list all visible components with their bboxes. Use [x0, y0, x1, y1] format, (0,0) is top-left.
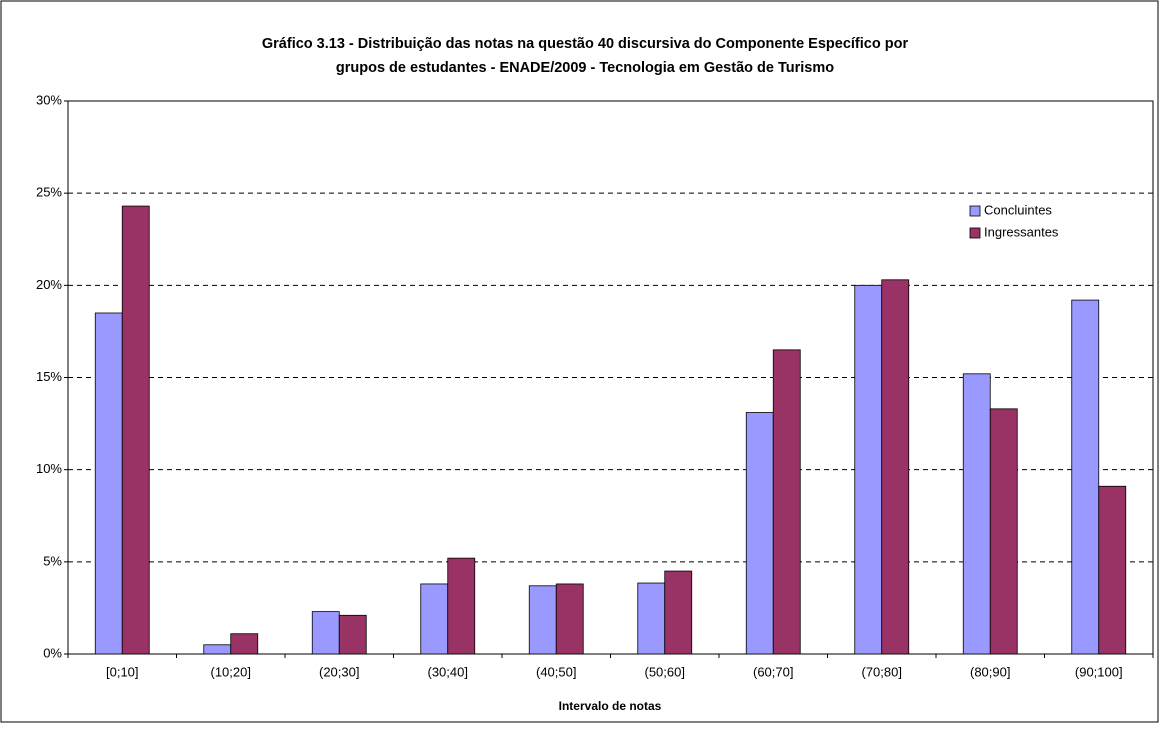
bar — [203, 644, 232, 655]
bar — [1071, 299, 1100, 655]
chart-subtitle: grupos de estudantes - ENADE/2009 - Tecn… — [336, 60, 834, 76]
y-tick-label: 20% — [36, 277, 62, 292]
bar — [420, 583, 449, 655]
x-tick-label: (80;90] — [970, 664, 1010, 679]
y-tick-label: 10% — [36, 461, 62, 476]
bar — [94, 312, 123, 655]
bar — [881, 279, 910, 655]
legend-label: Concluintes — [984, 202, 1052, 217]
x-tick-label: (10;20] — [211, 664, 251, 679]
x-tick-label: (90;100] — [1075, 664, 1123, 679]
bar — [338, 614, 367, 655]
x-tick-label: [0;10] — [106, 664, 139, 679]
bar — [989, 408, 1018, 655]
y-tick-label: 25% — [36, 185, 62, 200]
y-tick-label: 0% — [43, 645, 62, 660]
bar — [311, 611, 340, 655]
bar — [772, 349, 801, 655]
bar — [230, 633, 259, 655]
x-tick-label: (30;40] — [428, 664, 468, 679]
y-tick-label: 5% — [43, 553, 62, 568]
bar — [637, 582, 666, 655]
x-tick-label: (40;50] — [536, 664, 576, 679]
x-tick-label: (60;70] — [753, 664, 793, 679]
bar — [528, 585, 557, 655]
legend-swatch — [969, 205, 981, 217]
legend-swatch — [969, 227, 981, 239]
bar — [854, 284, 883, 655]
x-tick-label: (70;80] — [862, 664, 902, 679]
bar — [555, 583, 584, 655]
bar — [1098, 485, 1127, 655]
bar — [664, 570, 693, 655]
bar — [121, 205, 150, 655]
bar — [962, 373, 991, 655]
x-axis-label: Intervalo de notas — [559, 699, 662, 713]
x-tick-label: (20;30] — [319, 664, 359, 679]
y-tick-label: 15% — [36, 369, 62, 384]
bar — [447, 557, 476, 655]
x-tick-label: (50;60] — [645, 664, 685, 679]
legend-label: Ingressantes — [984, 224, 1059, 239]
chart-title: Gráfico 3.13 - Distribuição das notas na… — [262, 36, 909, 52]
bar — [745, 412, 774, 655]
y-tick-label: 30% — [36, 92, 62, 107]
legend-box — [964, 198, 1088, 246]
